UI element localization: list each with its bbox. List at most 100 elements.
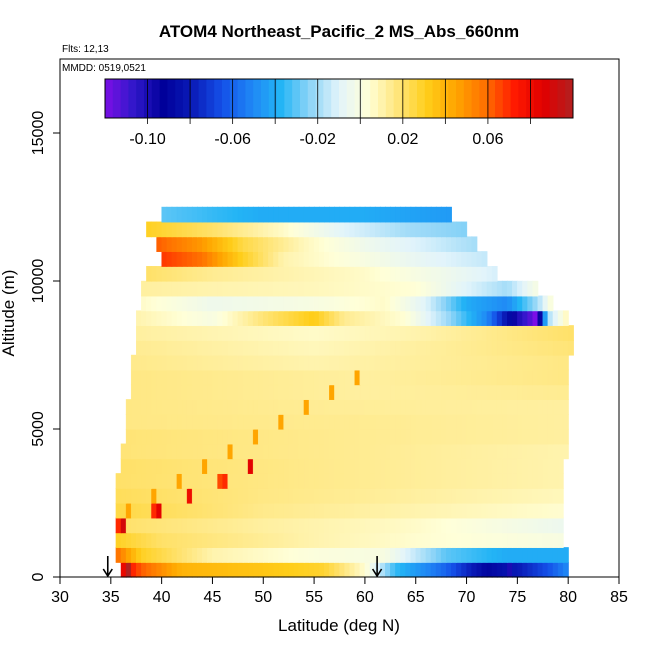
heatmap-cell (369, 502, 376, 519)
heatmap-cell (278, 562, 285, 578)
heatmap-cell (212, 443, 219, 460)
heatmap-cell (318, 502, 325, 519)
heatmap-cell (461, 399, 468, 415)
heatmap-cell (278, 458, 285, 475)
heatmap-cell (451, 384, 457, 401)
heatmap-cell (507, 325, 513, 341)
heatmap-cell (268, 399, 275, 415)
heatmap-cell (557, 369, 564, 386)
heatmap-cell (405, 369, 412, 386)
heatmap-cell (257, 266, 264, 282)
heatmap-cell (425, 206, 432, 223)
heatmap-cell (425, 443, 432, 460)
heatmap-cell (212, 488, 219, 504)
heatmap-cell (491, 325, 498, 341)
heatmap-cell (329, 266, 336, 282)
heatmap-cell (481, 354, 488, 371)
heatmap-cell (298, 295, 305, 312)
heatmap-cell (136, 473, 142, 489)
heatmap-cell (395, 488, 402, 504)
heatmap-cell (313, 369, 320, 386)
heatmap-cell (471, 340, 478, 356)
heatmap-cell (324, 517, 330, 534)
colorbar-tick-label: -0.02 (299, 131, 336, 148)
heatmap-cell (491, 562, 498, 578)
heatmap-cell (207, 458, 214, 475)
heatmap-cell (257, 428, 264, 445)
heatmap-cell (156, 443, 163, 460)
heatmap-cell (451, 310, 457, 327)
heatmap-cell (176, 221, 183, 238)
heatmap-cell (136, 414, 142, 430)
colorbar-swatch (510, 79, 519, 118)
heatmap-cell (247, 251, 254, 267)
heatmap-cell (329, 532, 336, 548)
heatmap-cell (202, 369, 208, 386)
heatmap-cell (461, 266, 468, 282)
heatmap-cell (217, 369, 224, 386)
heatmap-cell (349, 295, 356, 312)
heatmap-cell (313, 488, 320, 504)
heatmap-cell (390, 251, 397, 267)
heatmap-cell (329, 399, 336, 415)
heatmap-cell (557, 502, 564, 519)
heatmap-cell (161, 310, 168, 327)
heatmap-cell (410, 266, 417, 282)
heatmap-cell (446, 280, 452, 297)
heatmap-cell (283, 325, 290, 341)
heatmap-cell (542, 458, 549, 475)
heatmap-cell (476, 488, 483, 504)
heatmap-cell (374, 206, 381, 223)
heatmap-cell (166, 517, 173, 534)
heatmap-cell (151, 354, 158, 371)
heatmap-cell (496, 502, 503, 519)
heatmap-cell (379, 295, 386, 312)
heatmap-cell (136, 384, 142, 401)
heatmap-cell (334, 236, 341, 253)
heatmap-cell (339, 384, 346, 401)
heatmap-cell (461, 502, 468, 519)
heatmap-cell (374, 266, 381, 282)
heatmap-cell (496, 340, 503, 356)
heatmap-cell (410, 517, 417, 534)
heatmap-cell (461, 517, 468, 534)
heatmap-cell (329, 443, 336, 460)
heatmap-cell (161, 251, 168, 267)
heatmap-cell (273, 310, 280, 327)
heatmap-cell (222, 428, 229, 445)
heatmap-cell (191, 251, 198, 267)
heatmap-cell (461, 310, 468, 327)
heatmap-cell (176, 236, 183, 253)
heatmap-cell (171, 488, 178, 504)
heatmap-cell (400, 428, 407, 445)
heatmap-cell (461, 354, 468, 371)
heatmap-cell (303, 414, 310, 430)
heatmap-cell (186, 369, 193, 386)
heatmap-cell (298, 310, 305, 327)
heatmap-cell (385, 206, 391, 223)
heatmap-cell (390, 369, 397, 386)
heatmap-cell (471, 473, 478, 489)
heatmap-cell (252, 502, 259, 519)
heatmap-cell (313, 221, 320, 238)
heatmap-cell (446, 428, 452, 445)
heatmap-cell (369, 443, 376, 460)
latitude-markers (102, 556, 383, 578)
heatmap-cell (222, 354, 229, 371)
heatmap-cell (481, 369, 488, 386)
heatmap-cell (557, 517, 564, 534)
heatmap-cell (227, 562, 234, 578)
heatmap-cell (197, 221, 203, 238)
heatmap-cell (334, 340, 341, 356)
heatmap-cell (440, 428, 447, 445)
heatmap-cell (527, 488, 534, 504)
heatmap-cell (186, 547, 193, 563)
heatmap-cell (491, 280, 498, 297)
heatmap-cell (283, 428, 290, 445)
heatmap-cell (552, 473, 559, 489)
heatmap-cell (425, 340, 432, 356)
heatmap-cell (232, 517, 239, 534)
heatmap-cell (278, 473, 285, 489)
heatmap-cell (349, 473, 356, 489)
heatmap-cell (293, 295, 300, 312)
